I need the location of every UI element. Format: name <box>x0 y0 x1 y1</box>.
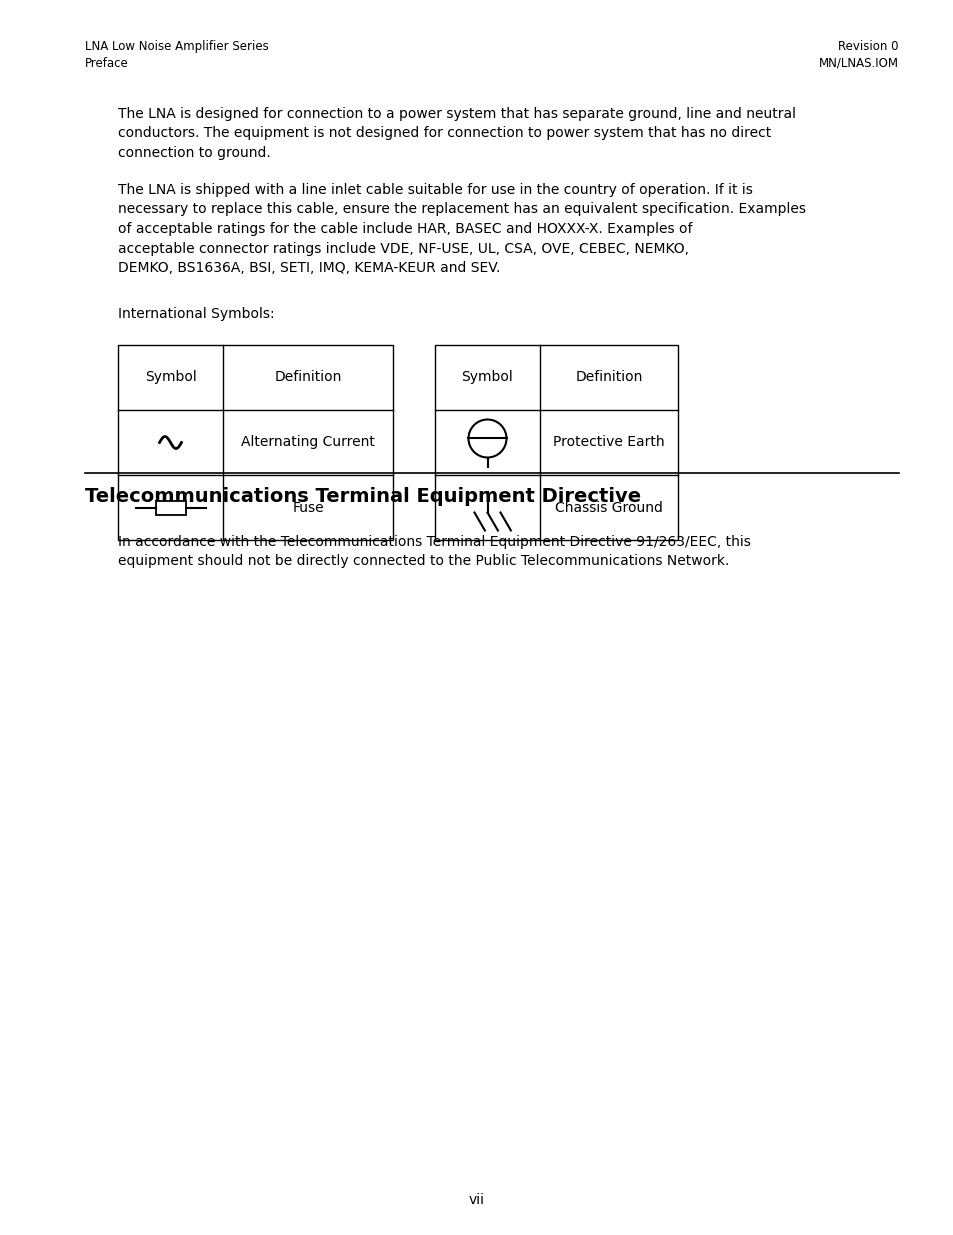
Bar <box>118 345 393 540</box>
Text: Chassis Ground: Chassis Ground <box>555 500 662 515</box>
Text: MN/LNAS.IOM: MN/LNAS.IOM <box>818 57 898 70</box>
Bar <box>435 345 678 540</box>
Text: Symbol: Symbol <box>145 370 196 384</box>
Text: The LNA is designed for connection to a power system that has separate ground, l: The LNA is designed for connection to a … <box>118 107 795 161</box>
Text: Definition: Definition <box>274 370 341 384</box>
Text: Symbol: Symbol <box>461 370 513 384</box>
Text: International Symbols:: International Symbols: <box>118 308 274 321</box>
Text: vii: vii <box>469 1193 484 1207</box>
Text: Revision 0: Revision 0 <box>838 40 898 53</box>
Text: Protective Earth: Protective Earth <box>553 436 664 450</box>
Text: Fuse: Fuse <box>292 500 323 515</box>
Text: Preface: Preface <box>85 57 129 70</box>
Text: LNA Low Noise Amplifier Series: LNA Low Noise Amplifier Series <box>85 40 269 53</box>
Text: Telecommunications Terminal Equipment Directive: Telecommunications Terminal Equipment Di… <box>85 487 640 506</box>
Text: Definition: Definition <box>575 370 642 384</box>
Text: Alternating Current: Alternating Current <box>241 436 375 450</box>
Text: The LNA is shipped with a line inlet cable suitable for use in the country of op: The LNA is shipped with a line inlet cab… <box>118 183 805 275</box>
Text: In accordance with the Telecommunications Terminal Equipment Directive 91/263/EE: In accordance with the Telecommunication… <box>118 535 750 568</box>
Bar <box>155 500 185 515</box>
